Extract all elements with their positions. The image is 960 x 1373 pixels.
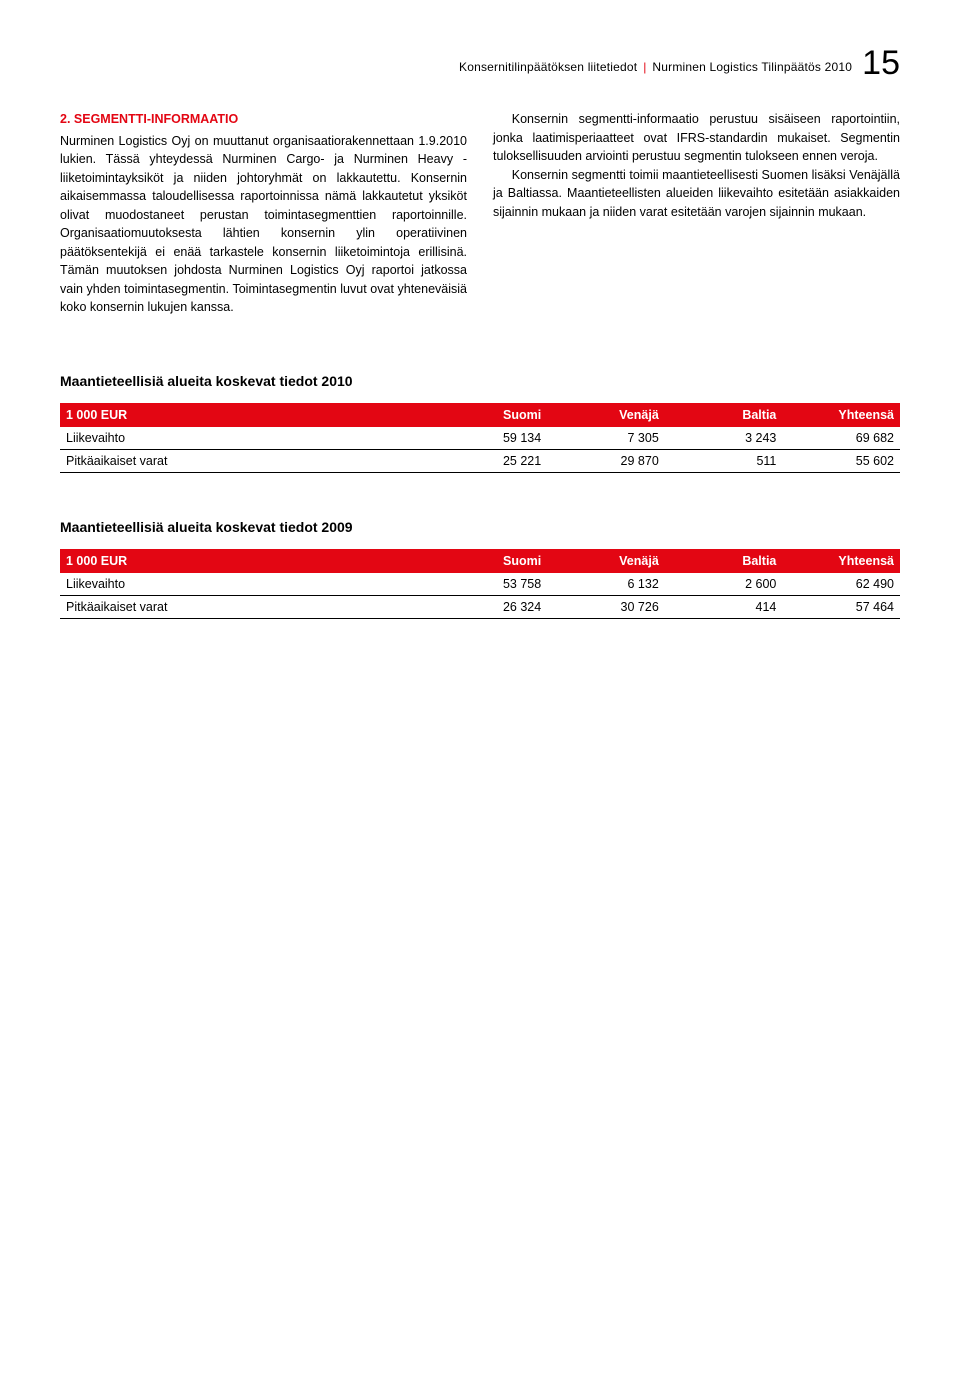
- cell: 62 490: [782, 573, 900, 596]
- cell: 59 134: [430, 427, 548, 450]
- table-header-row: 1 000 EUR Suomi Venäjä Baltia Yhteensä: [60, 549, 900, 573]
- table-title-2010: Maantieteellisiä alueita koskevat tiedot…: [60, 373, 900, 389]
- table-row: Liikevaihto 59 134 7 305 3 243 69 682: [60, 427, 900, 450]
- table-row: Liikevaihto 53 758 6 132 2 600 62 490: [60, 573, 900, 596]
- cell: Pitkäaikaiset varat: [60, 449, 430, 472]
- cell: 414: [665, 595, 783, 618]
- cell: Pitkäaikaiset varat: [60, 595, 430, 618]
- column-right: Konsernin segmentti-informaatio perustuu…: [493, 110, 900, 317]
- table-row: Pitkäaikaiset varat 25 221 29 870 511 55…: [60, 449, 900, 472]
- cell: 6 132: [547, 573, 665, 596]
- geographic-table-2009: 1 000 EUR Suomi Venäjä Baltia Yhteensä L…: [60, 549, 900, 619]
- col-header: Suomi: [430, 549, 548, 573]
- page-number: 15: [862, 46, 900, 80]
- cell: 7 305: [547, 427, 665, 450]
- header-right: Nurminen Logistics Tilinpäätös 2010: [652, 60, 852, 74]
- cell: 25 221: [430, 449, 548, 472]
- col-header: Baltia: [665, 403, 783, 427]
- cell: Liikevaihto: [60, 573, 430, 596]
- column-left: 2. SEGMENTTI-INFORMAATIO Nurminen Logist…: [60, 110, 467, 317]
- col-header: Yhteensä: [782, 549, 900, 573]
- section-heading: 2. SEGMENTTI-INFORMAATIO: [60, 110, 467, 129]
- body-text-right-p1: Konsernin segmentti-informaatio perustuu…: [493, 110, 900, 166]
- body-text-right-p2: Konsernin segmentti toimii maantieteelli…: [493, 166, 900, 222]
- table-row: Pitkäaikaiset varat 26 324 30 726 414 57…: [60, 595, 900, 618]
- geographic-table-2010: 1 000 EUR Suomi Venäjä Baltia Yhteensä L…: [60, 403, 900, 473]
- cell: Liikevaihto: [60, 427, 430, 450]
- col-header: Venäjä: [547, 403, 665, 427]
- cell: 57 464: [782, 595, 900, 618]
- cell: 2 600: [665, 573, 783, 596]
- cell: 29 870: [547, 449, 665, 472]
- col-header: Venäjä: [547, 549, 665, 573]
- cell: 26 324: [430, 595, 548, 618]
- cell: 69 682: [782, 427, 900, 450]
- cell: 3 243: [665, 427, 783, 450]
- header-divider: |: [643, 60, 646, 74]
- page-header: Konsernitilinpäätöksen liitetiedot | Nur…: [60, 40, 900, 74]
- cell: 55 602: [782, 449, 900, 472]
- col-header: Suomi: [430, 403, 548, 427]
- col-header: 1 000 EUR: [60, 549, 430, 573]
- cell: 511: [665, 449, 783, 472]
- cell: 30 726: [547, 595, 665, 618]
- table-header-row: 1 000 EUR Suomi Venäjä Baltia Yhteensä: [60, 403, 900, 427]
- header-left: Konsernitilinpäätöksen liitetiedot: [459, 60, 637, 74]
- col-header: Yhteensä: [782, 403, 900, 427]
- table-title-2009: Maantieteellisiä alueita koskevat tiedot…: [60, 519, 900, 535]
- body-columns: 2. SEGMENTTI-INFORMAATIO Nurminen Logist…: [60, 110, 900, 317]
- col-header: 1 000 EUR: [60, 403, 430, 427]
- body-text-left: Nurminen Logistics Oyj on muuttanut orga…: [60, 134, 467, 315]
- cell: 53 758: [430, 573, 548, 596]
- col-header: Baltia: [665, 549, 783, 573]
